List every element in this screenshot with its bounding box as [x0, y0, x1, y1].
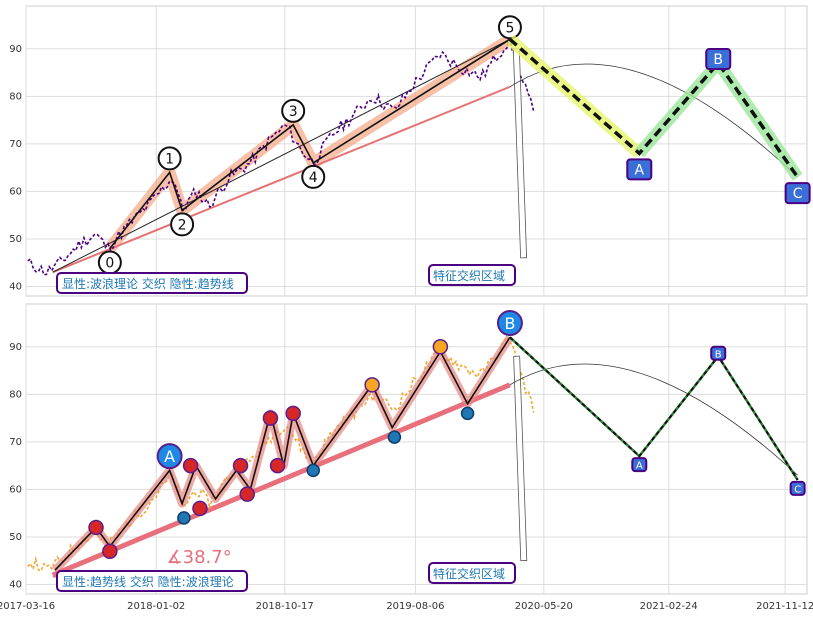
top-panel: 40 50 60 70 80 90 0 1 2 3 4 5 A B C 显性:波浪理论 交织 隐性:趋势线 特征…	[9, 5, 811, 297]
red-marker	[192, 500, 208, 517]
y-tick-label: 90	[9, 44, 22, 55]
trend-line	[51, 382, 511, 578]
wave-point-marker	[497, 15, 522, 40]
red-marker	[182, 457, 199, 474]
angle-label: ∡38.7°	[166, 547, 231, 568]
projection-label-box	[705, 48, 732, 71]
wave-point-marker	[170, 212, 195, 237]
x-tick-label: 2020-05-20	[515, 601, 573, 612]
wave-point-marker	[281, 98, 306, 123]
red-marker	[285, 405, 301, 422]
y-tick-label: 90	[9, 342, 22, 353]
x-tick-label: 2017-03-16	[0, 601, 55, 612]
red-marker	[88, 519, 104, 536]
annotation-box	[56, 570, 248, 592]
annotation-text: 显性:波浪理论 交织 隐性:趋势线	[62, 276, 234, 291]
wave-point-label: 1	[165, 151, 174, 167]
zone-label-box	[428, 562, 516, 584]
projection-label-box	[626, 158, 653, 181]
wave-point-label: 3	[289, 104, 298, 120]
y-tick-label: 40	[9, 579, 22, 590]
price-line	[27, 335, 535, 572]
bottom-panel: 40 50 60 70 80 90 2017-03-16 2018-01-02 2018-10-…	[0, 303, 813, 612]
wave-point-label: 5	[505, 20, 514, 36]
projection-arc	[509, 363, 798, 476]
projection-label: C	[794, 484, 801, 495]
wave-point-marker	[157, 146, 182, 171]
red-marker	[232, 457, 249, 474]
y-tick-label: 50	[9, 532, 22, 543]
projection-label: C	[793, 186, 803, 202]
projection-label: B	[713, 52, 723, 68]
red-marker	[262, 410, 279, 426]
plot-area	[25, 303, 808, 595]
big-label-text: A	[164, 447, 175, 466]
wave-point-marker	[301, 164, 326, 189]
y-tick-label: 80	[9, 389, 22, 400]
y-tick-label: 70	[9, 139, 22, 150]
wave-point-label: 0	[105, 255, 114, 271]
red-marker	[269, 457, 286, 474]
orange-marker	[364, 377, 380, 393]
projection-label: A	[635, 162, 645, 178]
plot-area	[25, 5, 808, 297]
big-label-marker	[496, 310, 523, 337]
projection-line	[509, 336, 799, 481]
big-label-marker	[156, 443, 183, 470]
trend-line	[52, 38, 511, 273]
projection-label-box	[710, 345, 727, 361]
x-tick-label: 2021-02-24	[640, 601, 698, 612]
wave-line	[109, 38, 511, 249]
projection-label-box	[784, 182, 811, 205]
blue-marker	[460, 406, 475, 421]
y-tick-label: 60	[9, 484, 22, 495]
orange-marker	[432, 339, 449, 355]
x-tick-label: 2018-10-17	[256, 601, 314, 612]
x-tick-label: 2021-11-12	[756, 601, 813, 612]
blue-marker	[387, 430, 402, 444]
zone-label-text: 特征交织区域	[433, 268, 505, 283]
annotation-box	[56, 272, 248, 294]
wave-point-label: 2	[178, 217, 187, 233]
wave-point-label: 4	[309, 170, 318, 186]
zone-label-box	[428, 264, 516, 286]
x-tick-label: 2019-08-06	[386, 601, 444, 612]
trend-line	[52, 85, 511, 274]
y-tick-label: 50	[9, 234, 22, 245]
y-tick-label: 70	[9, 437, 22, 448]
blue-marker	[306, 463, 320, 478]
x-tick-label: 2018-01-02	[127, 601, 185, 612]
projection-label: A	[636, 461, 643, 472]
zone-marker	[513, 355, 528, 562]
red-marker	[239, 486, 255, 502]
annotation-text: 显性:趋势线 交织 隐性:波浪理论	[62, 574, 234, 589]
projection-label-box	[631, 457, 648, 473]
big-label-text: B	[504, 314, 515, 333]
red-marker	[102, 543, 118, 559]
y-tick-label: 80	[9, 91, 22, 102]
projection-label: B	[715, 349, 722, 360]
projection-label-box	[789, 480, 806, 496]
zone-label-text: 特征交织区域	[433, 566, 505, 581]
y-tick-label: 60	[9, 186, 22, 197]
projection-line	[508, 37, 800, 179]
wave-line	[54, 336, 511, 571]
y-tick-label: 40	[9, 281, 22, 292]
blue-marker	[177, 511, 191, 525]
